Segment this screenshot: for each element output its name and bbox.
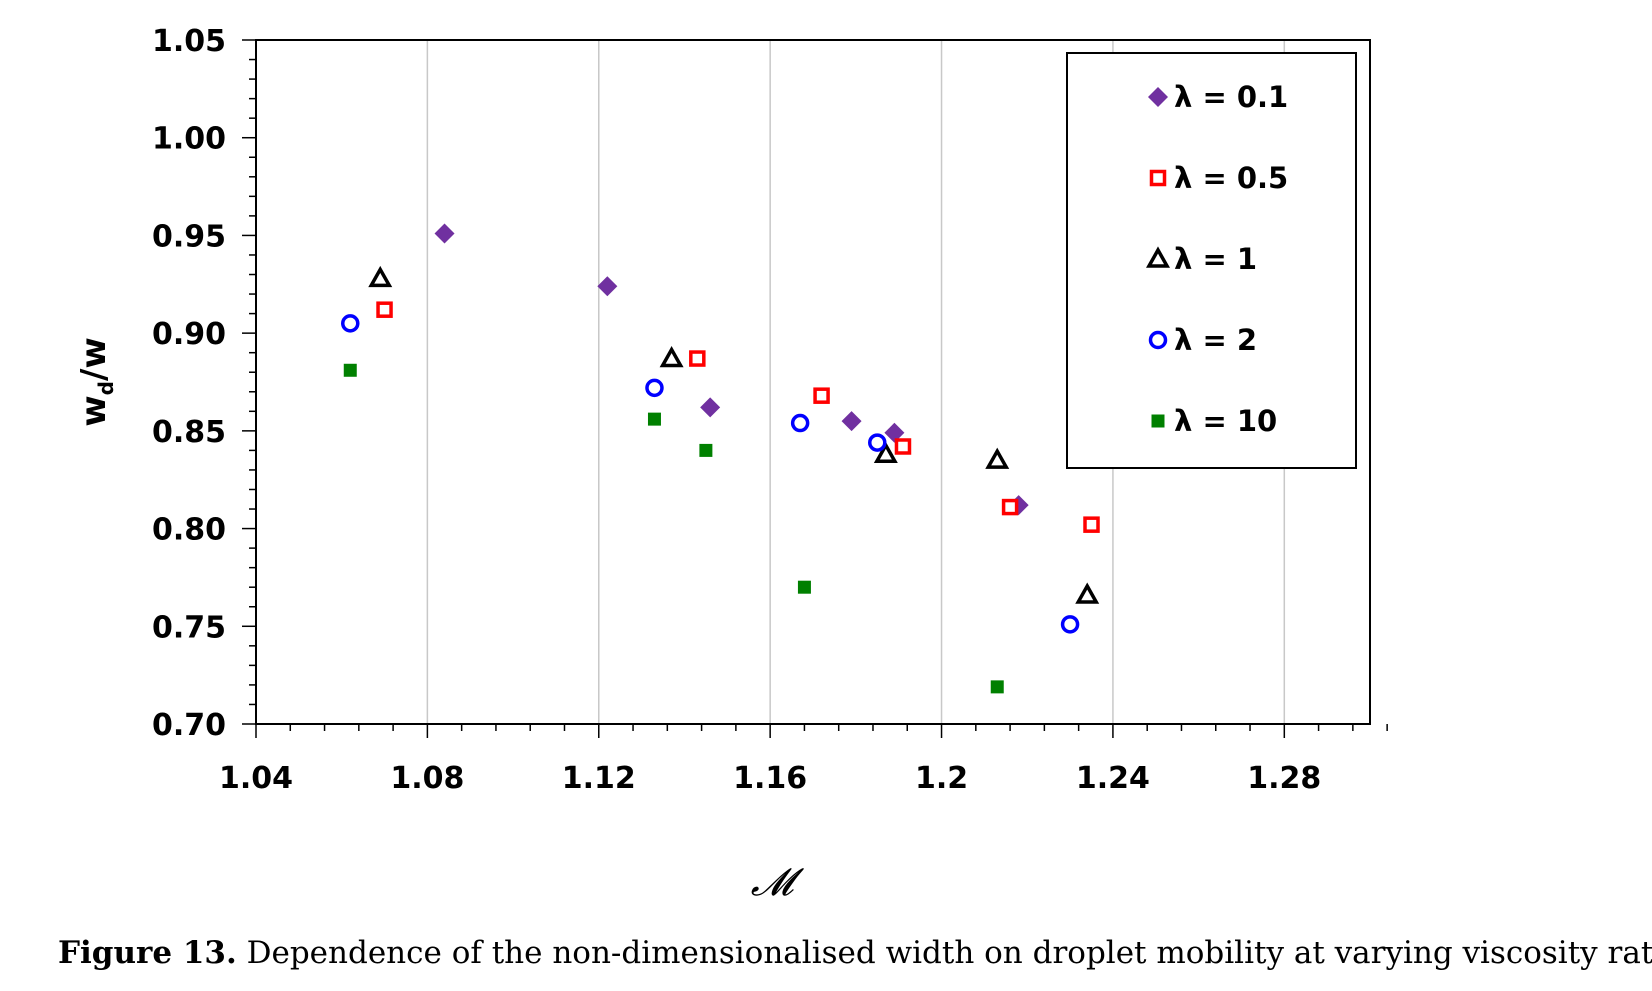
x-tick-label: 1.24 xyxy=(1076,761,1150,796)
data-point xyxy=(1075,582,1100,604)
plot-area-frame xyxy=(255,39,1371,725)
legend-marker xyxy=(1149,169,1167,187)
y-tick-label: 0.80 xyxy=(152,513,226,548)
data-point xyxy=(341,314,360,333)
data-point xyxy=(868,433,887,452)
data-point xyxy=(376,301,393,318)
x-tick-label: 1.04 xyxy=(219,761,293,796)
y-tick-labels: 0.70 0.75 0.80 0.85 0.90 0.95 1.00 1.05 xyxy=(152,24,226,743)
data-point xyxy=(597,276,618,297)
axis-ticks xyxy=(242,39,1388,738)
legend-marker xyxy=(1148,87,1168,107)
legend: λ = 0.1 λ = 0.5 λ = 1 λ = 2 λ = 10 xyxy=(1066,52,1357,469)
y-tick-label: 0.95 xyxy=(152,219,226,254)
scatter-chart: 0.700.750.800.850.900.951.001.05 1.04 1.0… xyxy=(74,24,1388,904)
y-axis-title-main: w xyxy=(74,395,114,426)
y-axis-title: wd/w xyxy=(74,337,118,427)
data-point xyxy=(1083,516,1100,533)
y-tick-label: 1.00 xyxy=(152,122,226,157)
x-tick-label: 1.16 xyxy=(733,761,807,796)
data-point xyxy=(434,223,455,244)
y-tick-label: 0.85 xyxy=(152,415,226,450)
data-point xyxy=(797,580,811,594)
data-point xyxy=(1001,498,1019,516)
x-tick-labels: 1.04 1.08 1.12 1.16 1.2 1.24 1.28 xyxy=(219,761,1321,796)
data-point xyxy=(368,265,393,288)
x-axis-title: 𝓜 xyxy=(751,860,805,904)
legend-items: λ = 0.1 λ = 0.5 λ = 1 λ = 2 λ = 10 xyxy=(1146,80,1288,438)
data-point xyxy=(343,363,357,377)
y-axis-title-tail: /w xyxy=(74,337,114,381)
y-tick-label: 1.05 xyxy=(152,24,226,59)
legend-marker xyxy=(1146,246,1170,268)
legend-label: λ = 0.5 xyxy=(1174,161,1288,195)
x-tick-label: 1.12 xyxy=(562,761,636,796)
y-tick-label: 0.70 xyxy=(152,708,226,743)
data-point xyxy=(990,680,1004,694)
legend-label: λ = 10 xyxy=(1174,404,1277,438)
data-point xyxy=(884,422,905,443)
y-tick-label: 0.90 xyxy=(152,317,226,352)
caption-text: Dependence of the non-dimensionalised wi… xyxy=(236,935,1652,971)
data-point xyxy=(985,447,1010,469)
legend-label: λ = 0.1 xyxy=(1174,80,1288,114)
legend-label: λ = 2 xyxy=(1174,323,1257,357)
legend-label: λ = 1 xyxy=(1174,242,1257,276)
data-point xyxy=(699,443,713,457)
data-point xyxy=(894,438,912,455)
data-point xyxy=(659,345,684,368)
caption-label: Figure 13. xyxy=(58,935,237,971)
x-tick-label: 1.08 xyxy=(390,761,464,796)
y-tick-label: 0.75 xyxy=(152,610,226,645)
y-axis-title-subscript: d xyxy=(94,381,118,395)
data-point xyxy=(645,378,664,398)
data-point xyxy=(841,411,862,432)
data-points xyxy=(341,223,1100,694)
data-point xyxy=(647,412,661,426)
legend-marker xyxy=(1151,414,1165,428)
data-point xyxy=(873,441,898,464)
legend-box xyxy=(1066,52,1357,469)
data-point xyxy=(790,413,810,433)
data-point xyxy=(689,350,706,367)
x-tick-label: 1.28 xyxy=(1247,761,1321,796)
figure-caption: Figure 13. Dependence of the non-dimensi… xyxy=(58,935,1652,971)
data-point xyxy=(1060,615,1080,634)
legend-marker xyxy=(1148,330,1168,350)
data-point xyxy=(813,387,830,404)
data-point xyxy=(700,397,721,418)
x-tick-label: 1.2 xyxy=(915,761,968,796)
